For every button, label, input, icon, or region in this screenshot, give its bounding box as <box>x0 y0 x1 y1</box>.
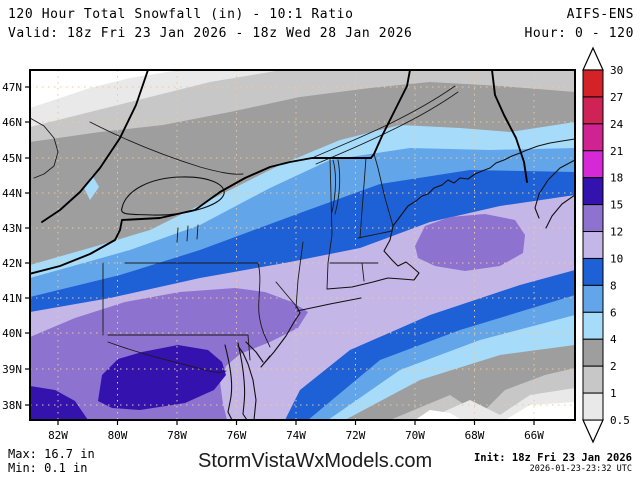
page-title: 120 Hour Total Snowfall (in) - 10:1 Rati… <box>8 7 354 22</box>
lon-tick-label: 80W <box>108 429 128 442</box>
model-name: AIFS-ENS <box>566 7 634 22</box>
lat-tick-label: 46N <box>2 116 22 129</box>
colorbar-arrow-down <box>582 419 604 444</box>
lat-tick-label: 40N <box>2 327 22 340</box>
colorbar-value-label: 21 <box>610 145 623 158</box>
colorbar-cell <box>582 177 604 206</box>
map-layers <box>30 70 575 420</box>
band-15-18-corner <box>30 386 88 420</box>
lon-tick-label: 74W <box>286 429 306 442</box>
colorbar-value-label: 8 <box>610 279 617 292</box>
colorbar-cell <box>582 123 604 152</box>
colorbar-cell <box>582 96 604 125</box>
colorbar-value-label: 24 <box>610 118 624 131</box>
lat-tick-label: 43N <box>2 222 22 235</box>
lon-tick-label: 82W <box>48 429 68 442</box>
colorbar-value-label: 10 <box>610 252 623 265</box>
colorbar-cell <box>582 284 604 313</box>
colorbar-value-label: 1 <box>610 387 617 400</box>
band-4-6-spot <box>84 175 99 200</box>
lon-tick-label: 76W <box>227 429 247 442</box>
latitude-axis: 47N 46N 45N 44N 43N 42N 41N 40N 39N 38N <box>2 81 30 412</box>
longitude-axis: 82W 80W 78W 76W 74W 72W 70W 68W 66W <box>48 420 544 442</box>
colorbar-cell <box>582 257 604 286</box>
init-time: Init: 18z Fri 23 Jan 2026 <box>473 452 632 464</box>
lon-tick-label: 68W <box>465 429 485 442</box>
lat-tick-label: 47N <box>2 81 22 94</box>
max-value: Max: 16.7 in <box>8 447 95 461</box>
colorbar-cell <box>582 150 604 179</box>
lat-tick-label: 39N <box>2 363 22 376</box>
band-12-15-offshore <box>415 214 525 271</box>
min-value: Min: 0.1 in <box>8 461 88 475</box>
band-15-18-max <box>98 345 226 410</box>
colorbar-cell <box>582 204 604 233</box>
colorbar-value-label: 18 <box>610 172 623 185</box>
valid-range: Valid: 18z Fri 23 Jan 2026 - 18z Wed 28 … <box>8 26 413 41</box>
colorbar-cell <box>582 311 604 340</box>
colorbar-cell <box>582 392 604 421</box>
colorbar-cell <box>582 365 604 394</box>
lat-tick-label: 42N <box>2 257 22 270</box>
generated-timestamp: 2026-01-23-23:32 UTC <box>529 464 632 474</box>
forecast-hour-range: Hour: 0 - 120 <box>524 26 634 41</box>
colorbar-cell <box>582 231 604 259</box>
colorbar-value-label: 2 <box>610 360 617 373</box>
map-frame <box>29 69 576 421</box>
colorbar-value-label: 12 <box>610 226 623 239</box>
lat-tick-label: 38N <box>2 399 22 412</box>
international-border <box>30 70 528 275</box>
state-borders <box>30 85 459 373</box>
coastline <box>121 138 575 420</box>
colorbar-value-label: 6 <box>610 306 617 319</box>
lon-tick-label: 72W <box>346 429 366 442</box>
lon-tick-label: 66W <box>524 429 544 442</box>
colorbar-cell <box>582 69 604 98</box>
colorbar-value-label: 30 <box>610 64 623 77</box>
lat-tick-label: 44N <box>2 187 22 200</box>
site-watermark: StormVistaWxModels.com <box>198 450 433 472</box>
colorbar-cells <box>582 69 604 421</box>
lat-tick-label: 45N <box>2 152 22 165</box>
snowfall-map: 47N 46N 45N 44N 43N 42N 41N 40N 39N 38N 82W 80W 78W… <box>2 69 576 442</box>
band-lt05-se <box>505 402 575 420</box>
lon-tick-label: 70W <box>405 429 425 442</box>
band-lt05-nw <box>30 70 180 108</box>
colorbar-value-label: 0.5 <box>610 414 630 427</box>
colorbar-arrow-up <box>582 46 604 71</box>
colorbar-value-label: 4 <box>610 333 617 346</box>
lon-tick-label: 78W <box>167 429 187 442</box>
colorbar-cell <box>582 338 604 367</box>
colorbar-value-label: 27 <box>610 91 623 104</box>
colorbar-value-label: 15 <box>610 199 623 212</box>
band-lt05-dip <box>415 410 462 420</box>
lat-tick-label: 41N <box>2 292 22 305</box>
